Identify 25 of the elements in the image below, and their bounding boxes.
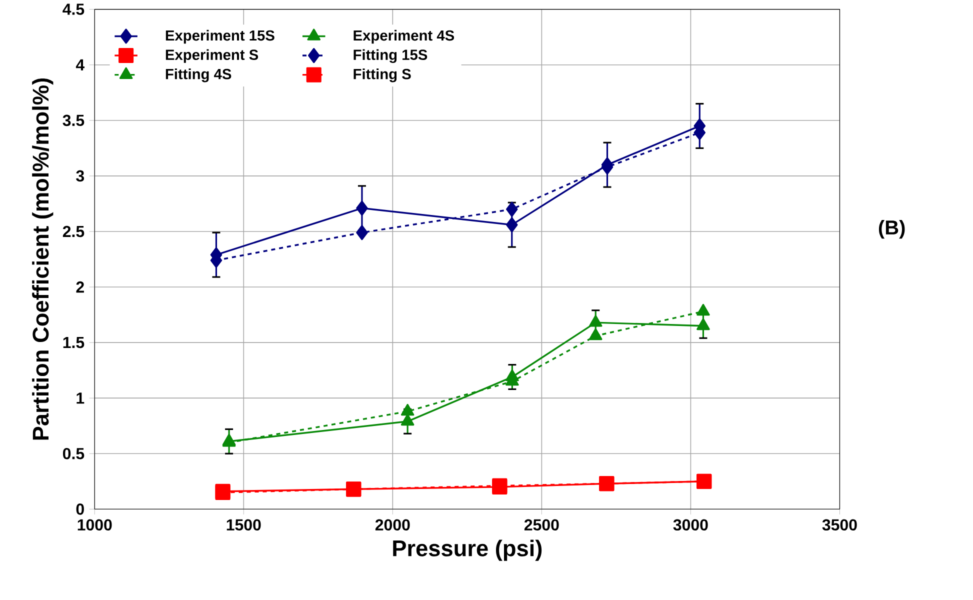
y-tick-label: 4.5: [62, 4, 84, 15]
legend-label: Fitting 4S: [166, 68, 232, 82]
x-axis-title: Pressure (psi): [393, 540, 542, 561]
x-tick-label: 3500: [822, 519, 857, 531]
y-tick-label: 1.5: [63, 337, 84, 348]
x-tick-label: 2500: [524, 519, 559, 531]
legend-label: Experiment 15S: [166, 30, 274, 44]
x-tick-label: 1500: [226, 519, 261, 531]
y-tick-label: 0: [76, 504, 84, 515]
y-tick-label: 1: [76, 392, 84, 404]
y-tick-label: 2.5: [62, 226, 84, 238]
legend-label: Fitting 15S: [354, 49, 428, 64]
legend-label: Experiment 4S: [354, 30, 454, 44]
legend-label: Fitting S: [354, 68, 411, 82]
y-tick-label: 3.5: [62, 114, 84, 126]
y-tick-label: 0.5: [62, 448, 84, 460]
x-tick-label: 1000: [78, 519, 112, 531]
legend-label: Experiment S: [166, 49, 258, 63]
y-tick-label: 4: [76, 59, 84, 70]
y-tick-label: 2: [76, 282, 84, 293]
y-axis-title: Partition Coefficient (mol%/mol%): [32, 78, 54, 440]
y-tick-label: 3: [76, 170, 84, 182]
x-tick-label: 2000: [375, 519, 410, 531]
x-tick-label: 3000: [673, 519, 708, 531]
text: (B): [878, 220, 905, 239]
